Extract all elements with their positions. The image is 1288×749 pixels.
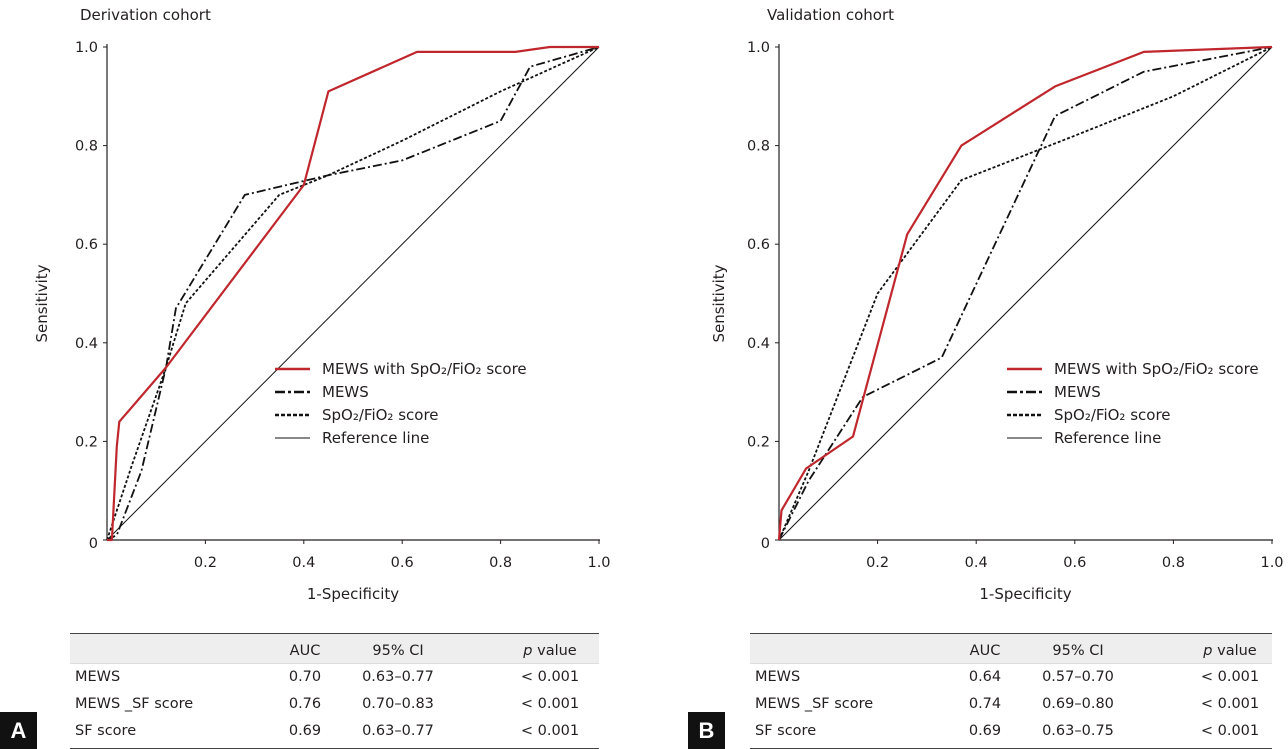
table-cell: AUC	[289, 643, 321, 659]
table-cell: 0.76	[288, 696, 322, 712]
panel-label: B	[688, 712, 725, 749]
series-line-reference-line	[106, 46, 600, 541]
series-line-mews	[106, 46, 600, 541]
y-axis-label: Sensitivity	[710, 264, 728, 342]
x-tick-label: 0.6	[391, 555, 414, 571]
table-cell: 0.64	[968, 669, 1002, 685]
table-cell: 0.70	[288, 669, 322, 685]
table-cell: 95% CI	[372, 643, 424, 659]
p-italic: p	[523, 643, 533, 659]
table-cell: 0.69	[288, 723, 322, 739]
series-line-spo-fio-score	[106, 46, 600, 541]
legend-label: Reference line	[322, 429, 429, 447]
x-tick-label: 0.4	[965, 555, 988, 571]
table-row: MEWS 0.70 0.63–0.77 < 0.001	[70, 664, 599, 691]
table-cell: SF score	[755, 723, 817, 739]
legend-label: MEWS	[1054, 383, 1101, 401]
table-cell: < 0.001	[1200, 723, 1260, 739]
table-cell: AUC	[969, 643, 1001, 659]
table-cell: < 0.001	[1200, 696, 1260, 712]
legend-label: MEWS with SpO₂/FiO₂ score	[1054, 360, 1259, 378]
y-tick-label: 0.2	[75, 434, 98, 450]
series-line-spo-fio-score	[778, 46, 1273, 541]
table-cell: 0.74	[968, 696, 1002, 712]
x-tick-label: 0.2	[866, 555, 889, 571]
y-axis-label: Sensitivity	[33, 264, 51, 342]
table-cell: MEWS	[75, 669, 121, 685]
table-cell: < 0.001	[520, 723, 580, 739]
table-row: MEWS _SF score 0.76 0.70–0.83 < 0.001	[70, 691, 599, 718]
table-cell: 0.69	[968, 723, 1002, 739]
y-tick-label: 0.4	[75, 336, 98, 352]
panel-label: A	[0, 712, 37, 749]
table-cell: SF score	[75, 723, 137, 739]
table-row: MEWS _SF score 0.74 0.69–0.80 < 0.001	[750, 691, 1272, 718]
x-tick-label: 0.2	[194, 555, 217, 571]
legend-label: MEWS with SpO₂/FiO₂ score	[322, 360, 527, 378]
x-tick-label: 0.8	[1162, 555, 1185, 571]
y-tick-label: 1.0	[75, 40, 98, 56]
table-cell: 0.63–0.77	[362, 723, 434, 739]
table-cell: 0.70–0.83	[362, 696, 434, 712]
x-axis-label: 1-Specificity	[979, 585, 1071, 603]
series-line-mews-with-spo-fio-score	[107, 45, 599, 542]
x-tick-label: 0.8	[489, 555, 512, 571]
p-italic: p	[1203, 643, 1213, 659]
chart-title: Derivation cohort	[80, 6, 211, 24]
table-cell: 0.57–0.70	[1042, 669, 1114, 685]
table-row: SF score 0.69 0.63–0.75 < 0.001	[750, 718, 1272, 745]
legend-label: SpO₂/FiO₂ score	[322, 406, 439, 424]
table-cell: < 0.001	[1200, 669, 1260, 685]
x-axis-label: 1-Specificity	[307, 585, 399, 603]
results-table: AUC 95% CI p value MEWS 0.70 0.63–0.77 < 0.001…	[70, 633, 599, 749]
table-cell: 95% CI	[1052, 643, 1104, 659]
series-line-mews	[778, 46, 1273, 541]
table-header: AUC 95% CI p value	[70, 634, 599, 664]
table-cell: 0.63–0.77	[362, 669, 434, 685]
x-tick-label: 1.0	[587, 555, 610, 571]
series-line-mews-with-spo-fio-score	[777, 45, 1273, 541]
table-cell: < 0.001	[520, 669, 580, 685]
x-tick-label: 1.0	[1260, 555, 1283, 571]
table-cell: MEWS _SF score	[755, 696, 874, 712]
legend-label: MEWS	[322, 383, 369, 401]
table-cell: 0.63–0.75	[1042, 723, 1114, 739]
table-cell: p value	[523, 643, 577, 659]
y-tick-label: 0.6	[75, 237, 98, 253]
y-tick-label: 0	[89, 536, 98, 552]
table-cell: < 0.001	[520, 696, 580, 712]
legend-label: Reference line	[1054, 429, 1161, 447]
y-tick-label: 0.8	[75, 139, 98, 155]
results-table: AUC 95% CI p value MEWS 0.64 0.57–0.70 < 0.001…	[750, 633, 1272, 749]
table-header: AUC 95% CI p value	[750, 634, 1272, 664]
y-tick-label: 1.0	[747, 40, 770, 56]
y-tick-label: 0.8	[747, 139, 770, 155]
y-tick-label: 0.2	[747, 434, 770, 450]
table-cell: 0.69–0.80	[1042, 696, 1114, 712]
table-row: SF score 0.69 0.63–0.77 < 0.001	[70, 718, 599, 745]
x-tick-label: 0.4	[292, 555, 315, 571]
series-line-reference-line	[778, 46, 1273, 541]
table-cell: p value	[1203, 643, 1257, 659]
table-cell: MEWS	[755, 669, 801, 685]
table-row: MEWS 0.64 0.57–0.70 < 0.001	[750, 664, 1272, 691]
chart-title: Validation cohort	[767, 6, 894, 24]
table-cell: MEWS _SF score	[75, 696, 194, 712]
y-tick-label: 0.4	[747, 336, 770, 352]
x-tick-label: 0.6	[1063, 555, 1086, 571]
y-tick-label: 0.6	[747, 237, 770, 253]
legend-label: SpO₂/FiO₂ score	[1054, 406, 1171, 424]
y-tick-label: 0	[761, 536, 770, 552]
